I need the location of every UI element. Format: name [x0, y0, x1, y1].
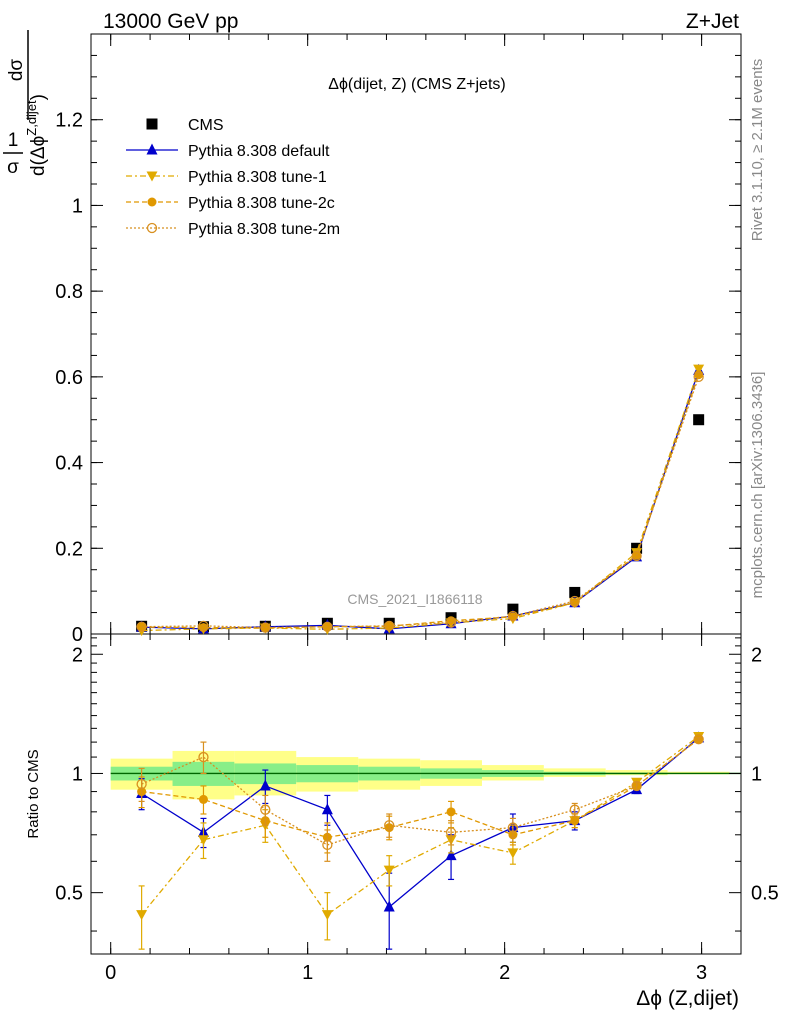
legend-label-default: Pythia 8.308 default: [188, 143, 330, 160]
main-axes: 0 0.2 0.4 0.6 0.8 1 1.2: [55, 33, 741, 646]
tune2m-ratio-point: [322, 839, 333, 851]
tune1-ratio-point: [197, 835, 209, 846]
ylabel-ddphi: d(ΔϕZ,dijet): [24, 94, 49, 176]
main-ytick-label: 1: [72, 195, 83, 217]
tune2m-ratio-point: [569, 804, 580, 815]
tune2c-ratio-point: [446, 807, 456, 817]
ylabel-sigma: σ: [7, 157, 19, 178]
tune2m-ratio-point: [198, 751, 209, 763]
legend-marker-default: [146, 143, 158, 155]
legend-label-tune2m: Pythia 8.308 tune-2m: [188, 221, 340, 238]
tune2c-ratio-point: [198, 794, 208, 804]
tune2m-ratio-point: [445, 827, 457, 838]
analysis-watermark: CMS_2021_I1866118: [347, 591, 482, 607]
tune2c-main-point: [260, 623, 270, 633]
tune1-ratio-point: [383, 865, 395, 876]
legend-label-tune1: Pythia 8.308 tune-1: [188, 169, 327, 186]
header-process-label: Z+Jet: [686, 10, 739, 33]
ratio-plot-frame: [90, 633, 742, 955]
tune2m-ratio-line: [141, 738, 700, 846]
ratio-ytick-label-right: 1: [751, 763, 762, 785]
tune2c-ratio-line: [141, 738, 700, 838]
ratio-axes: 0.5 0.5 1 1 2 2 0 1 2 3: [55, 634, 779, 984]
tune2m-main-point: [507, 610, 519, 622]
main-ytick-label: 0.4: [55, 453, 83, 475]
tune2m-main-point: [198, 620, 209, 632]
main-ytick-label: 0.8: [55, 281, 83, 303]
tune2m-ratio-point: [384, 820, 395, 831]
ratio-ytick-label: 0.5: [55, 883, 83, 905]
tune2m-main-point: [260, 622, 271, 633]
tune2m-main-point: [136, 621, 147, 632]
legend-marker-tune2m: [146, 222, 158, 234]
ratio-ytick-label: 1: [72, 763, 83, 785]
default-ratio-point: [445, 849, 457, 861]
tune2m-main-point: [445, 617, 457, 628]
legend-marker-data: [146, 118, 158, 130]
tune2m-main-point: [322, 621, 333, 632]
main-ytick-label: 0.6: [55, 367, 83, 389]
tune2m-ratio-point: [136, 778, 147, 790]
ratio-xtick-label: 3: [696, 962, 707, 984]
main-ytick-label: 0: [72, 624, 83, 646]
tune2m-ratio-point: [693, 734, 704, 745]
tune2c-main-point: [508, 612, 518, 622]
main-ytick-label: 1.2: [55, 110, 83, 132]
tune2c-main-point: [384, 621, 394, 631]
default-ratio-point: [383, 900, 395, 912]
default-ratio-line: [141, 737, 700, 908]
tune2c-ratio-point: [570, 816, 580, 826]
main-ytick-label: 0.2: [55, 538, 83, 560]
tune2m-ratio-point: [631, 780, 642, 792]
tune2m-main-point: [631, 550, 642, 562]
tune1-ratio-point: [507, 848, 519, 859]
default-ratio-point: [259, 779, 271, 791]
mcplots-url-label: mcplots.cern.ch [arXiv:1306.3436]: [749, 372, 766, 599]
ratio-xtick-label: 1: [302, 962, 313, 984]
tune1-ratio-line: [141, 735, 700, 916]
rivet-version-label: Rivet 3.1.10, ≥ 2.1M events: [749, 59, 766, 242]
main-ylabel: 1 σ dσ d(ΔϕZ,dijet): [3, 30, 49, 178]
ratio-ytick-label-right: 0.5: [751, 883, 779, 905]
data-main-point: [693, 414, 705, 426]
legend-marker-tune2c: [147, 197, 157, 207]
tune2c-main-point: [137, 622, 147, 632]
header-energy-label: 13000 GeV pp: [103, 10, 238, 33]
default-ratio-point: [321, 803, 333, 815]
main-plot-title: Δϕ(dijet, Z) (CMS Z+jets): [328, 76, 505, 93]
tune2m-main-point: [693, 371, 704, 383]
legend-marker-tune1: [146, 171, 158, 182]
main-series: [136, 363, 705, 637]
ratio-ytick-label: 2: [72, 644, 83, 666]
data-main-point: [569, 586, 581, 598]
ratio-series: [136, 731, 705, 950]
ylabel-one: 1: [8, 130, 19, 151]
tune2m-main-point: [384, 620, 395, 632]
x-axis-label: Δϕ (Z,dijet): [636, 987, 739, 1010]
tune2m-main-point: [569, 595, 580, 607]
tune2m-ratio-point: [507, 822, 519, 833]
legend-label-data: CMS: [188, 117, 224, 134]
tune2m-ratio-point: [260, 804, 271, 815]
data-main-point: [507, 603, 519, 615]
legend-label-tune2c: Pythia 8.308 tune-2c: [188, 195, 335, 212]
ratio-xtick-label: 0: [105, 962, 116, 984]
ratio-xtick-label: 2: [499, 962, 510, 984]
tune2m-main-line: [141, 376, 700, 629]
tune2c-main-line: [141, 374, 700, 629]
tune1-ratio-point: [321, 910, 333, 921]
tune1-ratio-point: [136, 910, 148, 921]
ratio-ytick-label-right: 2: [751, 644, 762, 666]
tune1-main-point: [693, 364, 705, 375]
ylabel-dsigma: dσ: [6, 59, 27, 82]
ratio-ylabel: Ratio to CMS: [25, 749, 42, 838]
legend: CMS Pythia 8.308 default Pythia 8.308 tune…: [126, 117, 340, 238]
